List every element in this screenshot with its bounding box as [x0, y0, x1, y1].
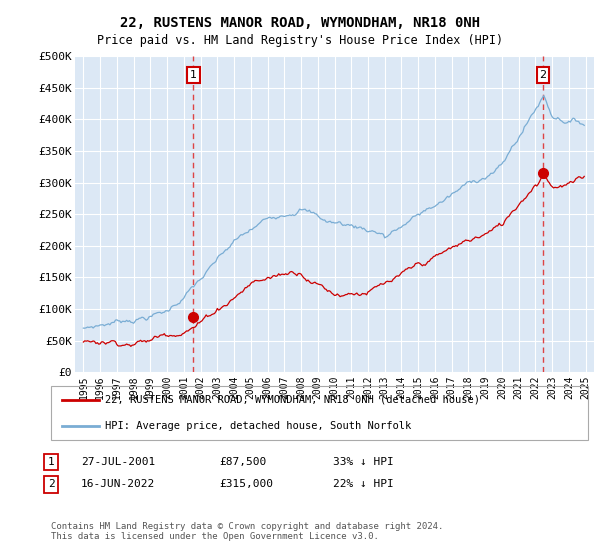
Text: 22, RUSTENS MANOR ROAD, WYMONDHAM, NR18 0NH (detached house): 22, RUSTENS MANOR ROAD, WYMONDHAM, NR18 …	[105, 395, 480, 405]
Text: 33% ↓ HPI: 33% ↓ HPI	[333, 457, 394, 467]
Text: HPI: Average price, detached house, South Norfolk: HPI: Average price, detached house, Sout…	[105, 421, 411, 431]
Text: £87,500: £87,500	[219, 457, 266, 467]
Text: 16-JUN-2022: 16-JUN-2022	[81, 479, 155, 489]
Text: £315,000: £315,000	[219, 479, 273, 489]
Text: 1: 1	[190, 70, 197, 80]
Text: 2: 2	[47, 479, 55, 489]
Text: 2: 2	[539, 70, 547, 80]
Text: Contains HM Land Registry data © Crown copyright and database right 2024.
This d: Contains HM Land Registry data © Crown c…	[51, 522, 443, 542]
Text: 22, RUSTENS MANOR ROAD, WYMONDHAM, NR18 0NH: 22, RUSTENS MANOR ROAD, WYMONDHAM, NR18 …	[120, 16, 480, 30]
Text: 1: 1	[47, 457, 55, 467]
Text: Price paid vs. HM Land Registry's House Price Index (HPI): Price paid vs. HM Land Registry's House …	[97, 34, 503, 46]
Text: 27-JUL-2001: 27-JUL-2001	[81, 457, 155, 467]
Text: 22% ↓ HPI: 22% ↓ HPI	[333, 479, 394, 489]
